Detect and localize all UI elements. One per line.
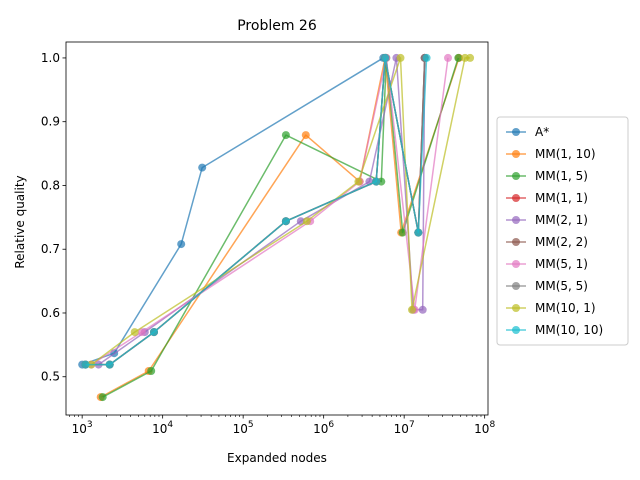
- x-tick-label-1: 104: [152, 420, 173, 436]
- y-tick-label-5: 1.0: [41, 51, 60, 65]
- legend-item-2: MM(1, 5): [506, 169, 588, 183]
- chart-title: Problem 26: [237, 18, 317, 34]
- data-point-2-6: [454, 53, 463, 62]
- legend-label-6: MM(5, 1): [535, 257, 588, 271]
- data-point-4-6: [418, 305, 427, 314]
- legend-label-7: MM(5, 5): [535, 279, 588, 293]
- data-point-9-7: [422, 53, 431, 62]
- legend-marker-6: [512, 260, 520, 268]
- y-tick-label-3: 0.8: [41, 178, 60, 192]
- data-point-9-0: [81, 360, 90, 369]
- data-point-8-2: [302, 217, 311, 226]
- legend-marker-1: [512, 150, 520, 158]
- legend-label-0: A*: [535, 125, 549, 139]
- legend-box: [496, 116, 629, 346]
- data-point-9-5: [381, 53, 390, 62]
- data-point-2-1: [147, 367, 156, 375]
- series-4: [94, 53, 429, 369]
- x-tick-label-exp-5: 8: [489, 420, 495, 430]
- data-point-9-1: [105, 360, 114, 369]
- data-point-9-3: [281, 217, 290, 226]
- x-tick-label-5: 108: [474, 420, 495, 436]
- series-line-8: [90, 57, 471, 366]
- x-tick-label-exp-4: 7: [409, 420, 415, 430]
- data-point-9-4: [372, 177, 381, 186]
- legend-label-5: MM(2, 2): [535, 235, 588, 249]
- data-point-0-3: [198, 163, 207, 172]
- legend-item-1: MM(1, 10): [506, 147, 596, 161]
- legend: A* MM(1, 10) MM(1, 5) MM(1, 1) MM(2, 1) MM(2,…: [496, 116, 629, 346]
- legend-marker-0: [512, 128, 520, 136]
- y-tick-label-0: 0.5: [41, 370, 60, 384]
- y-tick-label-2: 0.7: [41, 242, 60, 256]
- series-0: [78, 53, 388, 369]
- data-point-2-5: [398, 228, 407, 237]
- data-point-8-4: [396, 53, 405, 62]
- legend-marker-7: [512, 282, 520, 290]
- data-point-6-1: [137, 328, 146, 337]
- series-6: [87, 53, 452, 369]
- data-point-9-6: [414, 228, 423, 237]
- data-point-8-5: [408, 305, 416, 314]
- y-axis-label: Relative quality: [13, 175, 27, 268]
- x-tick-label-3: 106: [313, 420, 334, 436]
- x-tick-label-base-4: 10: [394, 422, 409, 436]
- x-tick-label-0: 103: [72, 420, 93, 436]
- legend-item-0: A*: [506, 125, 549, 139]
- legend-item-7: MM(5, 5): [506, 279, 588, 293]
- legend-label-3: MM(1, 1): [535, 191, 588, 205]
- data-point-1-2: [301, 131, 310, 140]
- series-line-0: [81, 57, 384, 366]
- legend-marker-9: [512, 326, 520, 334]
- legend-marker-8: [512, 304, 520, 312]
- legend-item-5: MM(2, 2): [506, 235, 588, 249]
- x-tick-label-base-0: 10: [72, 422, 87, 436]
- legend-label-1: MM(1, 10): [535, 147, 596, 161]
- x-tick-label-base-3: 10: [313, 422, 328, 436]
- data-point-2-0: [98, 393, 107, 402]
- data-point-9-2: [150, 328, 158, 337]
- series-8: [87, 53, 475, 369]
- x-axis-label: Expanded nodes: [227, 451, 327, 465]
- x-tick-label-4: 107: [394, 420, 415, 436]
- data-point-8-3: [354, 177, 363, 186]
- y-tick-label-4: 0.9: [41, 115, 60, 129]
- x-tick-label-exp-1: 4: [167, 420, 173, 430]
- x-tick-label-base-5: 10: [474, 422, 489, 436]
- legend-item-6: MM(5, 1): [506, 257, 588, 271]
- legend-item-8: MM(10, 1): [506, 301, 596, 315]
- series-line-9: [85, 57, 428, 366]
- legend-marker-3: [512, 194, 520, 202]
- x-tick-label-2: 105: [233, 420, 254, 436]
- legend-label-2: MM(1, 5): [535, 169, 588, 183]
- data-point-0-2: [177, 240, 186, 249]
- x-tick-label-base-2: 10: [233, 422, 248, 436]
- legend-marker-2: [512, 172, 520, 180]
- plot-area: [78, 53, 475, 402]
- data-point-2-2: [281, 131, 290, 140]
- legend-marker-4: [512, 216, 520, 224]
- y-tick-label-1: 0.6: [41, 306, 60, 320]
- series-9: [81, 53, 431, 369]
- x-tick-label-exp-2: 5: [248, 420, 254, 430]
- x-tick-label-exp-0: 3: [87, 420, 93, 430]
- data-point-6-6: [444, 53, 452, 62]
- legend-marker-5: [512, 238, 520, 246]
- legend-item-3: MM(1, 1): [506, 191, 588, 205]
- legend-label-9: MM(10, 10): [535, 323, 603, 337]
- legend-label-4: MM(2, 1): [535, 213, 588, 227]
- legend-item-9: MM(10, 10): [506, 323, 603, 337]
- data-point-8-7: [466, 53, 475, 62]
- x-tick-label-base-1: 10: [152, 422, 167, 436]
- data-point-8-1: [130, 328, 139, 337]
- x-tick-label-exp-3: 6: [328, 420, 334, 430]
- axes-frame: [65, 41, 489, 416]
- legend-item-4: MM(2, 1): [506, 213, 588, 227]
- legend-label-8: MM(10, 1): [535, 301, 596, 315]
